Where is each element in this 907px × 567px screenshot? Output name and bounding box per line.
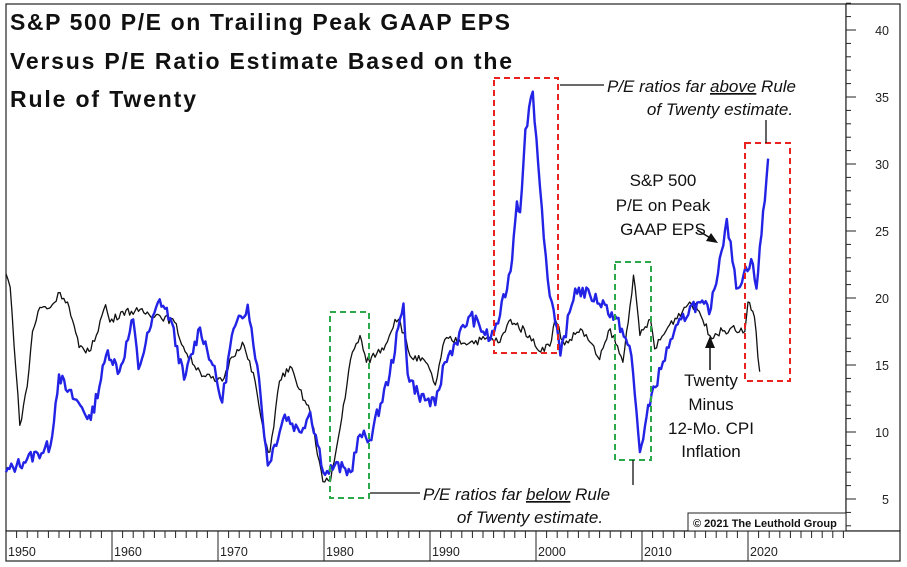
- y-tick-label: 30: [875, 158, 889, 172]
- rule-label-line-1: Twenty: [684, 371, 738, 390]
- pe-label-line-2: P/E on Peak: [616, 196, 711, 215]
- above-annotation-line-2: of Twenty estimate.: [647, 100, 793, 119]
- below-box-1980: [329, 311, 370, 499]
- chart-title-line-3: Rule of Twenty: [10, 86, 196, 112]
- above-box-dotcom: [493, 77, 559, 354]
- above-annotation-line-1: P/E ratios far above Rule: [607, 77, 796, 96]
- plot-frame: [5, 3, 847, 532]
- y-tick-label: 15: [875, 359, 889, 373]
- pe-label-line-3: GAAP EPS: [620, 220, 706, 239]
- below-annotation-line-1: P/E ratios far below Rule: [423, 485, 610, 504]
- below-annotation-line-2: of Twenty estimate.: [457, 508, 603, 527]
- chart-title-line-1: S&P 500 P/E on Trailing Peak GAAP EPS: [10, 9, 510, 35]
- x-tick-label: 2000: [538, 545, 566, 559]
- rule-label-line-4: Inflation: [681, 442, 741, 461]
- x-axis-frame: [5, 530, 901, 562]
- x-axis: 1950 1960 1970 1980 1990 2000 2010 2020: [5, 531, 844, 561]
- y-tick-label: 20: [875, 292, 889, 306]
- copyright-text: © 2021 The Leuthold Group: [693, 518, 837, 530]
- series-group: [4, 90, 770, 483]
- y-tick-label: 10: [875, 426, 889, 440]
- x-tick-label: 1980: [326, 545, 354, 559]
- y-tick-label: 5: [882, 493, 889, 507]
- y-tick-label: 35: [875, 91, 889, 105]
- x-tick-label: 1960: [114, 545, 142, 559]
- y-tick-label: 25: [875, 225, 889, 239]
- x-tick-label: 2010: [644, 545, 672, 559]
- y-tick-label: 40: [875, 24, 889, 38]
- rule-label-line-3: 12-Mo. CPI: [668, 419, 754, 438]
- rule-label-line-2: Minus: [688, 395, 733, 414]
- above-box-2021: [744, 142, 791, 382]
- pe-arrow-head-icon: [706, 233, 718, 243]
- y-axis-frame: [845, 3, 901, 532]
- series-line-pe-peak-gaap: [4, 90, 770, 477]
- series-line-twenty-minus-cpi: [5, 273, 761, 483]
- chart-title-line-2: Versus P/E Ratio Estimate Based on the: [10, 48, 512, 74]
- copyright-box: [687, 512, 847, 532]
- y-axis: 5 10 15 20 25 30 35 40: [846, 2, 889, 527]
- x-tick-label: 1950: [8, 545, 36, 559]
- rule-arrow-head-icon: [705, 336, 715, 348]
- pe-label-line-1: S&P 500: [630, 171, 697, 190]
- x-tick-label: 1990: [432, 545, 460, 559]
- x-tick-label: 2020: [750, 545, 778, 559]
- x-tick-label: 1970: [220, 545, 248, 559]
